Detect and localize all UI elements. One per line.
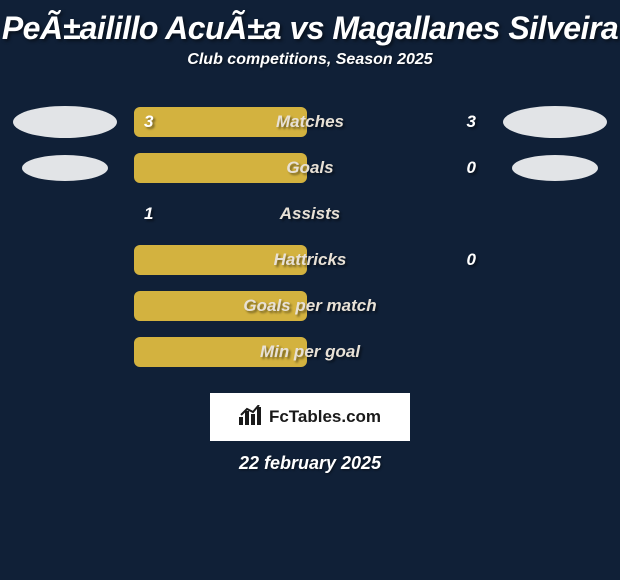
stat-row: Min per goal — [0, 329, 620, 375]
brand-text: FcTables.com — [269, 407, 381, 427]
date-label: 22 february 2025 — [0, 453, 620, 474]
logo-ellipse — [503, 106, 607, 138]
stat-label: Goals — [134, 153, 486, 183]
stat-row: Goals per match — [0, 283, 620, 329]
stat-label: Matches — [134, 107, 486, 137]
stat-right-value: 3 — [467, 107, 476, 137]
stat-bar: Min per goal — [134, 337, 486, 367]
stat-left-value: 3 — [144, 107, 153, 137]
chart-icon — [239, 405, 263, 430]
stat-label: Hattricks — [134, 245, 486, 275]
stat-row: Goals0 — [0, 145, 620, 191]
stats-rows: Matches33Goals0Assists1Hattricks0Goals p… — [0, 99, 620, 375]
stat-label: Goals per match — [134, 291, 486, 321]
stat-bar: Assists1 — [134, 199, 486, 229]
stat-row: Assists1 — [0, 191, 620, 237]
logo-ellipse — [13, 106, 117, 138]
stat-bar: Goals per match — [134, 291, 486, 321]
stat-bar: Matches3 3 — [134, 107, 486, 137]
stat-bar: Hattricks0 — [134, 245, 486, 275]
stat-row: Matches3 3 — [0, 99, 620, 145]
left-logo-placeholder — [0, 106, 130, 138]
page-title: PeÃ±ailillo AcuÃ±a vs Magallanes Silveir… — [0, 0, 620, 51]
stat-left-value: 1 — [144, 199, 153, 229]
stat-right-value: 0 — [467, 153, 476, 183]
logo-ellipse — [22, 155, 108, 181]
logo-ellipse — [512, 155, 598, 181]
subtitle: Club competitions, Season 2025 — [0, 51, 620, 69]
stat-label: Min per goal — [134, 337, 486, 367]
stat-label: Assists — [134, 199, 486, 229]
left-logo-placeholder — [0, 155, 130, 181]
brand-badge: FcTables.com — [210, 393, 410, 441]
stat-right-value: 0 — [467, 245, 476, 275]
right-logo-placeholder — [490, 106, 620, 138]
right-logo-placeholder — [490, 155, 620, 181]
stat-row: Hattricks0 — [0, 237, 620, 283]
stat-bar: Goals0 — [134, 153, 486, 183]
